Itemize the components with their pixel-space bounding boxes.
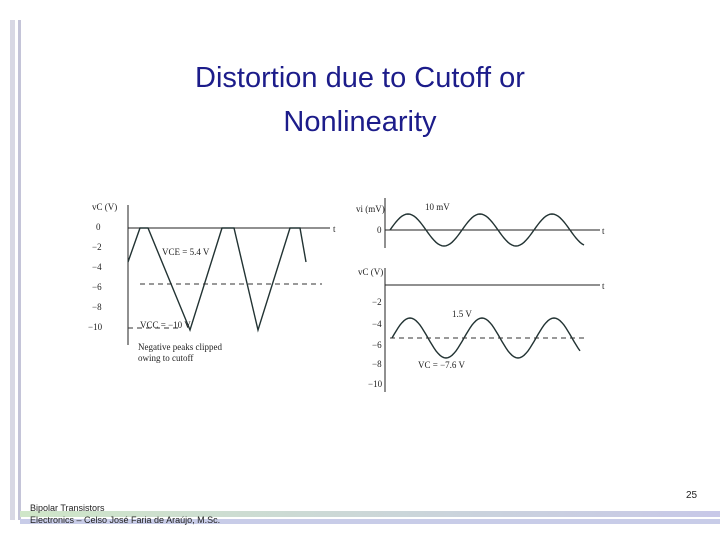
figure-right: vi (mV) 0 10 mV t vC (V) −2 −4 −6 −8 −10… <box>356 198 605 392</box>
annotation: VC = −7.6 V <box>418 360 465 370</box>
annotation: VCE = 5.4 V <box>162 247 210 257</box>
side-bar <box>18 20 21 520</box>
tick-label: −6 <box>372 340 382 350</box>
side-bar <box>10 20 15 520</box>
tick-label: −8 <box>372 359 382 369</box>
axis-label: vC (V) <box>358 267 383 277</box>
annotation: owing to cutoff <box>138 353 193 363</box>
annotation: 10 mV <box>425 202 450 212</box>
tick-label: −10 <box>88 322 103 332</box>
tick-label: 0 <box>377 225 382 235</box>
annotation: VCC = −10 V <box>140 320 191 330</box>
tick-label: −10 <box>368 379 383 389</box>
footer-text: Bipolar Transistors <box>30 503 105 513</box>
bottom-bar <box>20 519 720 524</box>
annotation: 1.5 V <box>452 309 472 319</box>
time-label: t <box>333 224 336 234</box>
time-label: t <box>602 281 605 291</box>
tick-label: −6 <box>92 282 102 292</box>
tick-label: −4 <box>92 262 102 272</box>
footer-text: Electronics – Celso José Faria de Araújo… <box>30 515 221 525</box>
waveform <box>391 317 581 359</box>
slide-title: Distortion due to Cutoff or Nonlinearity <box>195 62 525 138</box>
axis-label: vi (mV) <box>356 204 385 214</box>
tick-label: 0 <box>96 222 101 232</box>
waveform <box>127 227 307 333</box>
bottom-bar <box>20 511 720 517</box>
waveform <box>389 213 585 247</box>
tick-label: −8 <box>92 302 102 312</box>
figure-left: vC (V) 0 −2 −4 −6 −8 −10 t VCE = 5.4 V V… <box>88 202 336 363</box>
time-label: t <box>602 226 605 236</box>
axis-label: vC (V) <box>92 202 117 212</box>
page-number: 25 <box>686 490 698 501</box>
tick-label: −2 <box>372 297 382 307</box>
annotation: Negative peaks clipped <box>138 342 222 352</box>
tick-label: −2 <box>92 242 102 252</box>
tick-label: −4 <box>372 319 382 329</box>
